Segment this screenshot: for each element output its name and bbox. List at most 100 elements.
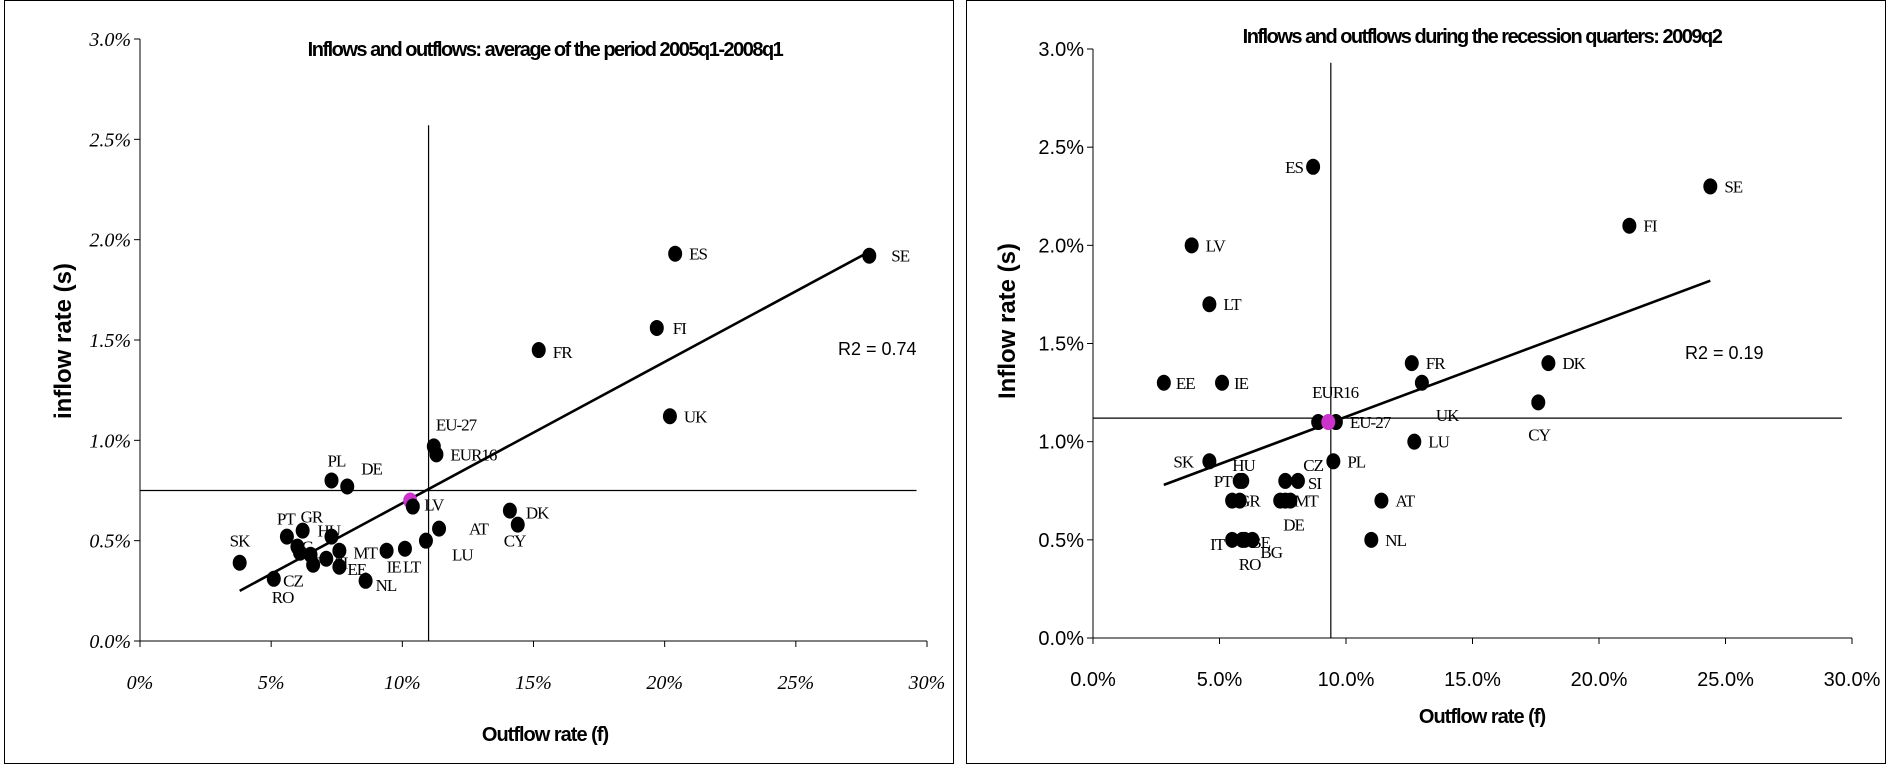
right-point-label: EU-27 <box>1350 413 1392 432</box>
right-point-label: LT <box>1223 295 1242 314</box>
right-data-point <box>1311 414 1326 431</box>
right-data-point <box>1622 217 1637 234</box>
chart-right-svg: Inflows and outflows during the recessio… <box>994 26 1881 728</box>
right-data-point <box>1531 394 1546 411</box>
right-chart-title: Inflows and outflows during the recessio… <box>1243 26 1723 48</box>
right-x-axis-label: Outflow rate (f) <box>1419 706 1546 728</box>
left-point-label: IE <box>387 558 402 577</box>
right-point-label: PL <box>1347 452 1365 471</box>
left-point-label: NL <box>376 576 397 595</box>
left-y-tick-label: 2.0% <box>89 230 131 252</box>
right-x-tick-label: 10.0% <box>1318 669 1375 691</box>
right-data-point <box>1232 472 1247 489</box>
left-data-point <box>358 572 373 589</box>
right-point-label: FI <box>1643 217 1657 236</box>
right-data-point <box>1321 414 1336 431</box>
right-data-point <box>1306 158 1321 175</box>
left-point-label: PT <box>277 510 296 529</box>
right-trend-line <box>1163 279 1711 487</box>
right-point-label: ES <box>1285 158 1303 177</box>
right-y-tick-label: 0.0% <box>1038 628 1084 650</box>
right-point-label: UK <box>1436 406 1460 425</box>
right-point-label: LV <box>1206 236 1227 255</box>
right-point-label: FR <box>1426 354 1446 373</box>
left-point-label: FR <box>553 343 573 362</box>
left-data-point <box>306 556 321 573</box>
right-x-tick-label: 5.0% <box>1197 669 1243 691</box>
left-point-label: RO <box>272 588 294 607</box>
left-data-point <box>232 554 247 571</box>
left-x-tick-label: 20% <box>646 672 683 694</box>
right-point-label: DE <box>1283 516 1304 535</box>
left-point-label: CY <box>504 532 526 551</box>
right-x-tick-label: 20.0% <box>1571 669 1628 691</box>
left-data-point <box>266 570 281 587</box>
left-point-label: EU-27 <box>436 415 478 434</box>
left-point-label: SE <box>891 247 909 266</box>
left-point-label: SK <box>230 532 251 551</box>
right-data-point <box>1202 453 1217 470</box>
right-point-label: CY <box>1528 425 1550 444</box>
left-point-label: HU <box>318 522 341 541</box>
right-y-tick-label: 3.0% <box>1038 39 1084 61</box>
left-x-tick-label: 0% <box>127 672 154 694</box>
left-data-point <box>279 528 294 545</box>
left-data-point <box>862 247 877 264</box>
left-x-tick-label: 10% <box>384 672 421 694</box>
right-data-point <box>1703 178 1718 195</box>
right-data-point <box>1326 453 1341 470</box>
right-data-point <box>1290 472 1305 489</box>
right-data-point <box>1278 472 1293 489</box>
right-y-tick-label: 2.0% <box>1038 235 1084 257</box>
right-y-tick-label: 1.0% <box>1038 432 1084 454</box>
left-data-point <box>319 550 334 567</box>
left-x-tick-label: 30% <box>908 672 946 694</box>
left-data-point <box>662 408 677 425</box>
left-data-point <box>405 498 420 515</box>
chart-left-svg: Inflows and outflows: average of the per… <box>50 29 946 746</box>
left-point-label: AT <box>469 520 489 539</box>
left-point-label: LV <box>424 496 445 515</box>
right-data-point <box>1541 355 1556 372</box>
right-point-label: PT <box>1214 472 1233 491</box>
right-r2-annotation: R2 = 0.19 <box>1685 343 1764 363</box>
right-point-label: AT <box>1395 492 1415 511</box>
left-point-label: EE <box>347 560 366 579</box>
right-x-tick-label: 25.0% <box>1697 669 1754 691</box>
right-y-tick-label: 0.5% <box>1038 530 1084 552</box>
right-data-point <box>1156 374 1171 391</box>
right-point-label: RO <box>1239 555 1261 574</box>
left-point-label: FI <box>673 319 687 338</box>
left-y-tick-label: 3.0% <box>88 29 131 51</box>
right-data-point <box>1414 374 1429 391</box>
left-data-point <box>502 502 517 519</box>
right-point-label: SI <box>1308 474 1322 493</box>
left-y-tick-label: 2.5% <box>89 129 131 151</box>
left-y-tick-label: 1.5% <box>89 330 131 352</box>
right-point-label: SE <box>1724 177 1742 196</box>
left-data-point <box>510 516 525 533</box>
left-data-point <box>332 558 347 575</box>
right-point-label: SK <box>1173 452 1194 471</box>
left-data-point <box>531 342 546 359</box>
left-point-label: LU <box>452 546 473 565</box>
left-r2-annotation: R2 = 0.74 <box>838 339 917 359</box>
left-data-point <box>668 245 683 262</box>
left-point-label: CZ <box>283 572 303 591</box>
left-x-tick-label: 25% <box>777 672 814 694</box>
left-x-tick-label: 15% <box>515 672 552 694</box>
right-point-label: CZ <box>1303 456 1323 475</box>
left-point-label: DK <box>526 504 550 523</box>
right-data-point <box>1407 433 1422 450</box>
right-point-label: IT <box>1210 535 1226 554</box>
left-trend-line <box>239 250 870 592</box>
right-y-tick-label: 1.5% <box>1038 334 1084 356</box>
right-x-tick-label: 0.0% <box>1070 669 1116 691</box>
left-point-label: DE <box>361 459 382 478</box>
right-x-tick-label: 30.0% <box>1824 669 1881 691</box>
right-point-label: EE <box>1176 374 1195 393</box>
right-point-label: MT <box>1294 492 1319 511</box>
right-point-label: EUR16 <box>1312 383 1359 402</box>
right-data-point <box>1232 492 1247 509</box>
left-point-label: GR <box>301 508 324 527</box>
